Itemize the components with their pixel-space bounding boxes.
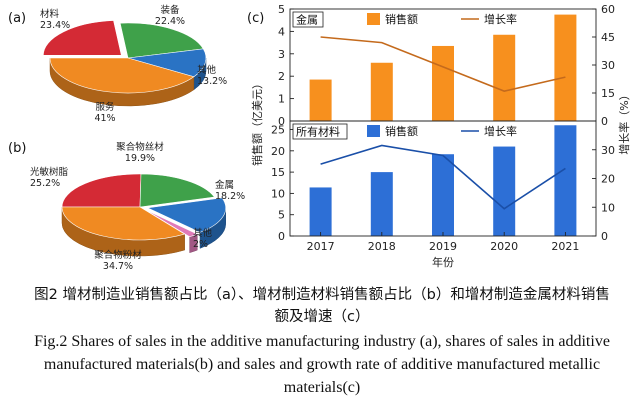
pie-slice — [144, 209, 199, 238]
legend-swatch-bar — [367, 13, 380, 25]
bar — [432, 154, 454, 236]
slice-value-label: 2% — [193, 239, 208, 250]
caption-cn-line1: 图2 增材制造业销售额占比（a）、增材制造材料销售额占比（b）和增材制造金属材料… — [34, 287, 610, 303]
caption-en-line2: manufactured materials(b) and sales and … — [43, 356, 601, 373]
bar — [554, 125, 577, 236]
panel-label: (a) — [8, 11, 26, 26]
bar — [554, 14, 577, 122]
legend-label-bar: 销售额 — [385, 124, 418, 138]
legend-label-line: 增长率 — [484, 124, 517, 138]
slice-label: 装备 — [160, 4, 180, 16]
bar — [370, 172, 393, 236]
y-tick-label: 5 — [278, 209, 285, 222]
pie-slice — [61, 173, 142, 208]
bar — [493, 34, 516, 122]
y-tick-label: 1 — [278, 93, 285, 106]
pie-slice — [43, 20, 122, 56]
slice-value-label: 41% — [94, 113, 115, 124]
x-tick-label: 2020 — [490, 240, 518, 253]
y-tick-label: 25 — [271, 124, 285, 137]
growth-line — [320, 36, 566, 92]
subplot-title: 金属 — [296, 13, 318, 27]
y2-tick-label: 30 — [601, 59, 615, 72]
y2-tick-label: 0 — [601, 230, 608, 243]
slice-value-label: 18.2% — [215, 191, 245, 202]
y2-tick-label: 15 — [601, 87, 615, 100]
bar — [309, 79, 332, 121]
y-tick-label: 10 — [271, 187, 285, 200]
slice-label: 金属 — [215, 179, 234, 191]
subplot-all-materials: 0 5 10 15 20 25 0 10 20 30 所有材料 销售额 增长率 — [271, 120, 615, 243]
subplot-title-box — [292, 123, 348, 140]
growth-line — [320, 144, 566, 210]
caption-en-line1: Fig.2 Shares of sales in the additive ma… — [34, 333, 610, 350]
legend-swatch-bar — [367, 125, 380, 137]
slice-label: 服务 — [95, 101, 115, 113]
x-tick-label: 2021 — [551, 240, 579, 253]
slice-label: 光敏树脂 — [30, 166, 69, 178]
y2-tick-label: 30 — [601, 144, 615, 157]
y-tick-label: 4 — [278, 25, 285, 38]
pie-slice — [119, 22, 204, 59]
x-tick-label: 2018 — [368, 240, 396, 253]
subplot-title-box — [292, 11, 324, 28]
slice-label: 聚合物丝材 — [116, 141, 164, 153]
y-tick-label: 0 — [278, 230, 285, 243]
slice-label: 其他 — [197, 64, 217, 76]
y2-tick-label: 0 — [601, 115, 608, 128]
y-axis-label-left: 销售额（亿美元） — [250, 78, 264, 166]
panel-label: (b) — [8, 141, 26, 156]
legend-label-line: 增长率 — [484, 12, 517, 26]
y2-tick-label: 20 — [601, 173, 615, 186]
y-tick-label: 3 — [278, 48, 285, 61]
y2-tick-label: 45 — [601, 31, 615, 44]
y-axis-label-right: 增长率（%） — [617, 89, 631, 154]
pie-slice — [61, 206, 186, 241]
slice-value-label: 19.9% — [125, 153, 155, 164]
y-tick-label: 20 — [271, 145, 285, 158]
y-tick-label: 5 — [278, 3, 285, 16]
slice-label: 聚合物粉材 — [94, 249, 142, 261]
y2-tick-label: 10 — [601, 201, 615, 214]
y-tick-label: 0 — [278, 115, 285, 128]
slice-label: 材料 — [40, 8, 60, 20]
y2-tick-label: 60 — [601, 3, 615, 16]
pie-slice — [146, 197, 226, 233]
pie-slice — [127, 48, 207, 78]
legend-label-bar: 销售额 — [385, 12, 418, 26]
bar — [309, 187, 332, 236]
y-tick-label: 2 — [278, 70, 285, 83]
pie-slice — [139, 173, 215, 208]
caption-en-line3: materials(c) — [283, 379, 361, 396]
slice-value-label: 34.7% — [103, 261, 133, 272]
x-tick-label: 2019 — [429, 240, 457, 253]
bar — [432, 45, 454, 121]
bar — [493, 146, 516, 236]
slice-value-label: 25.2% — [30, 178, 60, 189]
slice-label: 其他 — [193, 227, 213, 239]
slice-value-label: 22.4% — [155, 16, 185, 27]
x-axis-label: 年份 — [432, 255, 454, 269]
pie-slice — [49, 57, 195, 94]
slice-value-label: 23.4% — [40, 20, 70, 31]
subplot-title: 所有材料 — [296, 125, 340, 139]
caption-cn-line2: 额及增速（c） — [274, 309, 370, 325]
x-tick-label: 2017 — [307, 240, 335, 253]
slice-value-label: 13.2% — [197, 76, 227, 87]
bar — [370, 62, 393, 121]
y-tick-label: 15 — [271, 166, 285, 179]
panel-label: (c) — [247, 11, 264, 26]
